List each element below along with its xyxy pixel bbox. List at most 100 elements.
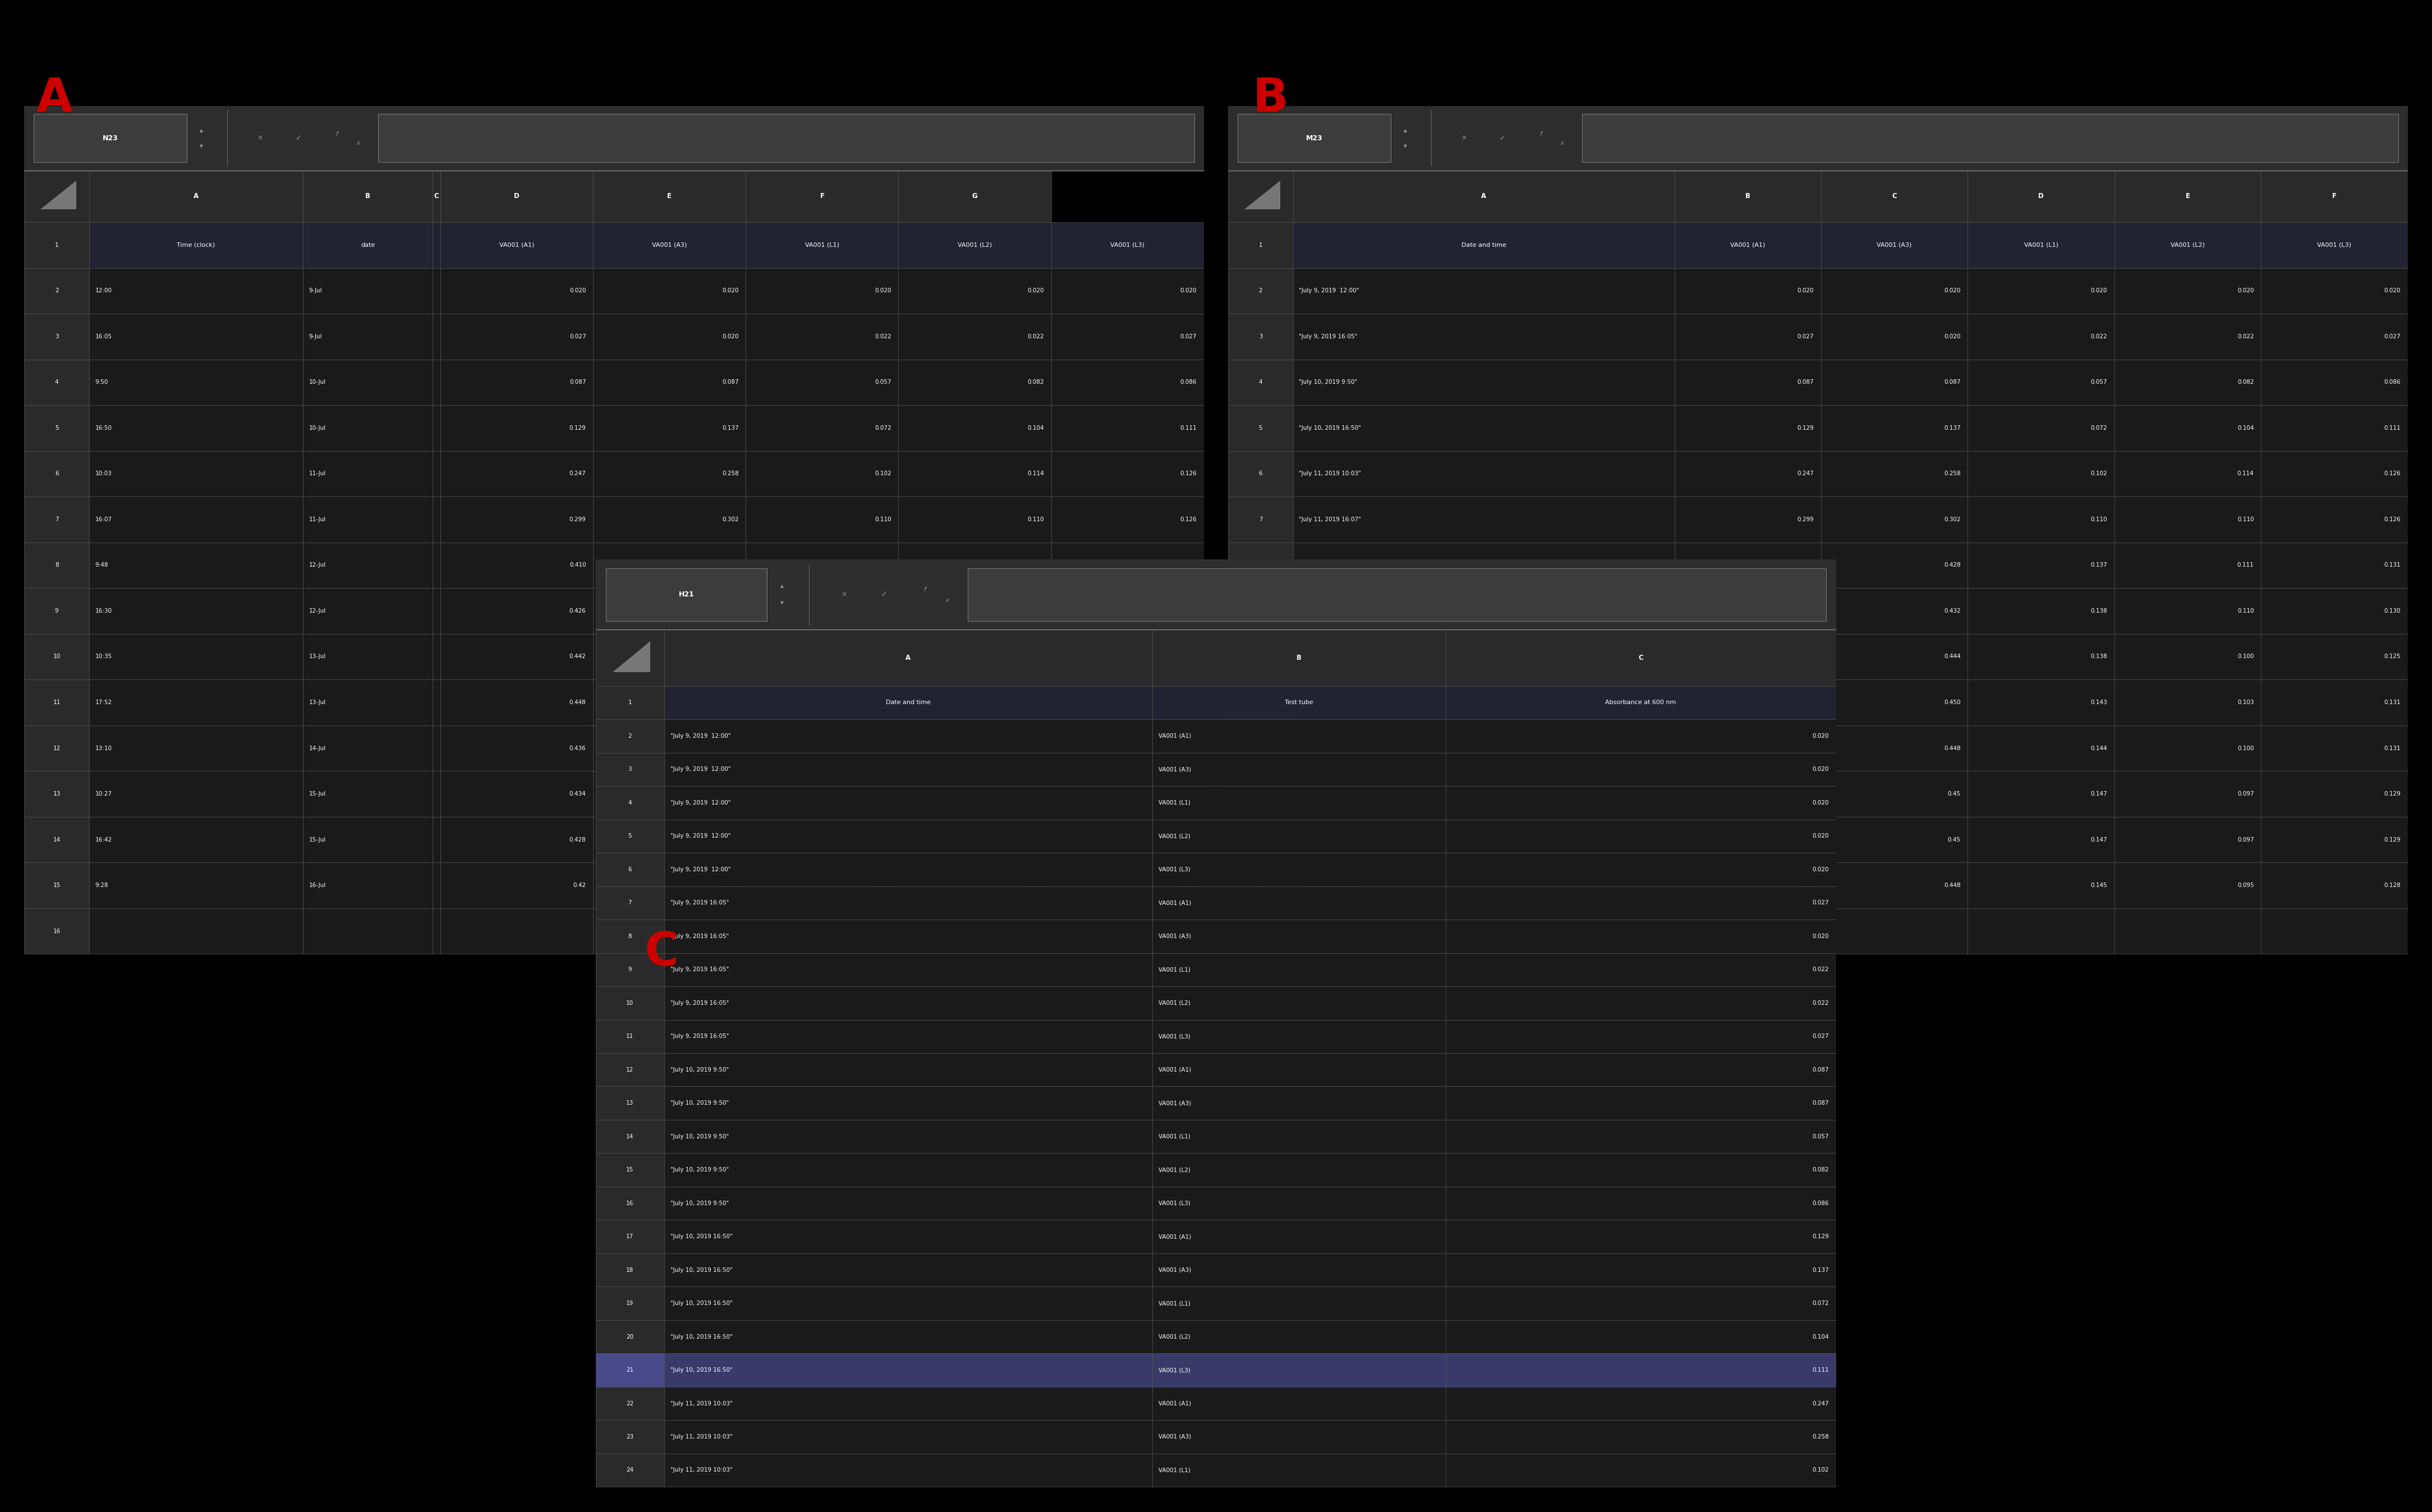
Bar bbox=[1673, 543, 1822, 588]
Text: "July 16, 2019 9:28": "July 16, 2019 9:28" bbox=[1299, 883, 1357, 888]
Bar bbox=[664, 629, 1153, 686]
Text: 0.020: 0.020 bbox=[1812, 833, 1829, 839]
Bar bbox=[1153, 986, 1445, 1019]
Text: 0.299: 0.299 bbox=[1797, 517, 1814, 522]
Bar bbox=[664, 1320, 1153, 1353]
Bar bbox=[1294, 634, 1673, 679]
Bar bbox=[747, 679, 897, 726]
Bar bbox=[304, 634, 433, 679]
Bar bbox=[90, 909, 304, 954]
Bar bbox=[596, 1052, 664, 1087]
Text: 15: 15 bbox=[54, 883, 61, 888]
Bar bbox=[1153, 1287, 1445, 1320]
Bar bbox=[24, 222, 90, 268]
Bar bbox=[1228, 634, 1294, 679]
Text: 0.129: 0.129 bbox=[1180, 791, 1197, 797]
Bar bbox=[304, 268, 433, 313]
Bar bbox=[596, 753, 664, 786]
Bar bbox=[897, 496, 1051, 543]
Text: 10:27: 10:27 bbox=[95, 791, 112, 797]
Text: "July 9, 2019  12:00": "July 9, 2019 12:00" bbox=[1299, 287, 1359, 293]
Bar bbox=[1294, 405, 1673, 451]
Bar bbox=[90, 543, 304, 588]
Bar bbox=[897, 405, 1051, 451]
Bar bbox=[1153, 1387, 1445, 1420]
Bar bbox=[440, 268, 593, 313]
Bar bbox=[90, 771, 304, 816]
Text: 0.022: 0.022 bbox=[1812, 966, 1829, 972]
Bar bbox=[596, 1387, 664, 1420]
Text: 0.020: 0.020 bbox=[1812, 800, 1829, 806]
Bar bbox=[24, 634, 90, 679]
Text: VA001 (L3): VA001 (L3) bbox=[1158, 1201, 1192, 1207]
Text: 20: 20 bbox=[627, 1334, 635, 1340]
Text: 16:50: 16:50 bbox=[95, 425, 112, 431]
Bar bbox=[747, 543, 897, 588]
Text: 0.129: 0.129 bbox=[1180, 836, 1197, 842]
Text: 0.087: 0.087 bbox=[1812, 1101, 1829, 1105]
Bar bbox=[1445, 1353, 1836, 1387]
Text: 4: 4 bbox=[56, 380, 58, 386]
Text: VA001 (L3): VA001 (L3) bbox=[1158, 866, 1192, 872]
Bar bbox=[24, 268, 90, 313]
Bar bbox=[2113, 268, 2262, 313]
Bar bbox=[664, 986, 1153, 1019]
Text: 4: 4 bbox=[1260, 380, 1262, 386]
Bar bbox=[2262, 496, 2408, 543]
Text: 0.082: 0.082 bbox=[1812, 1167, 1829, 1173]
Text: VA001 (L2): VA001 (L2) bbox=[1158, 1334, 1192, 1340]
Text: 0.450: 0.450 bbox=[722, 700, 739, 705]
Bar bbox=[606, 569, 766, 621]
Bar bbox=[747, 496, 897, 543]
Bar bbox=[2262, 171, 2408, 222]
Text: VA001 (L1): VA001 (L1) bbox=[2023, 242, 2057, 248]
Bar bbox=[1153, 753, 1445, 786]
Text: 8: 8 bbox=[627, 933, 632, 939]
Bar bbox=[897, 268, 1051, 313]
Bar bbox=[1238, 113, 1391, 162]
Bar bbox=[1153, 919, 1445, 953]
Text: 0.086: 0.086 bbox=[1812, 1201, 1829, 1207]
Bar bbox=[304, 771, 433, 816]
Bar bbox=[593, 222, 747, 268]
Text: 0.130: 0.130 bbox=[2383, 608, 2400, 614]
Bar bbox=[2262, 679, 2408, 726]
Bar bbox=[664, 786, 1153, 820]
Text: D: D bbox=[2038, 192, 2043, 200]
Text: 15: 15 bbox=[625, 1167, 635, 1173]
Bar bbox=[1822, 543, 1967, 588]
Text: date: date bbox=[360, 242, 375, 248]
Text: 0.097: 0.097 bbox=[2237, 791, 2254, 797]
Bar bbox=[1673, 496, 1822, 543]
Text: 5: 5 bbox=[627, 833, 632, 839]
Bar bbox=[1673, 268, 1822, 313]
Bar bbox=[664, 919, 1153, 953]
Text: 0.131: 0.131 bbox=[1180, 562, 1197, 569]
Bar bbox=[1967, 588, 2113, 634]
Text: "July 13, 2019 17:52": "July 13, 2019 17:52" bbox=[1299, 700, 1362, 705]
Bar bbox=[1445, 886, 1836, 919]
Bar bbox=[1228, 726, 1294, 771]
Text: 0.020: 0.020 bbox=[569, 287, 586, 293]
Text: 19: 19 bbox=[625, 1300, 635, 1306]
Text: "July 9, 2019  12:00": "July 9, 2019 12:00" bbox=[671, 866, 730, 872]
Bar bbox=[440, 451, 593, 496]
Text: 0.147: 0.147 bbox=[876, 836, 893, 842]
Bar bbox=[433, 588, 440, 634]
Bar bbox=[593, 451, 747, 496]
Text: 14: 14 bbox=[625, 1134, 635, 1139]
Text: 0.436: 0.436 bbox=[569, 745, 586, 751]
Bar bbox=[304, 405, 433, 451]
Text: 24: 24 bbox=[625, 1467, 635, 1473]
Bar bbox=[2262, 771, 2408, 816]
Bar bbox=[2113, 171, 2262, 222]
Text: 0.131: 0.131 bbox=[1180, 745, 1197, 751]
Bar bbox=[1228, 862, 1294, 909]
Bar bbox=[897, 360, 1051, 405]
Text: 2: 2 bbox=[56, 287, 58, 293]
Bar bbox=[1822, 679, 1967, 726]
Text: "July 9, 2019  12:00": "July 9, 2019 12:00" bbox=[671, 800, 730, 806]
Text: "July 10, 2019 16:50": "July 10, 2019 16:50" bbox=[671, 1334, 732, 1340]
Text: 0.129: 0.129 bbox=[569, 425, 586, 431]
Text: N23: N23 bbox=[102, 135, 119, 142]
